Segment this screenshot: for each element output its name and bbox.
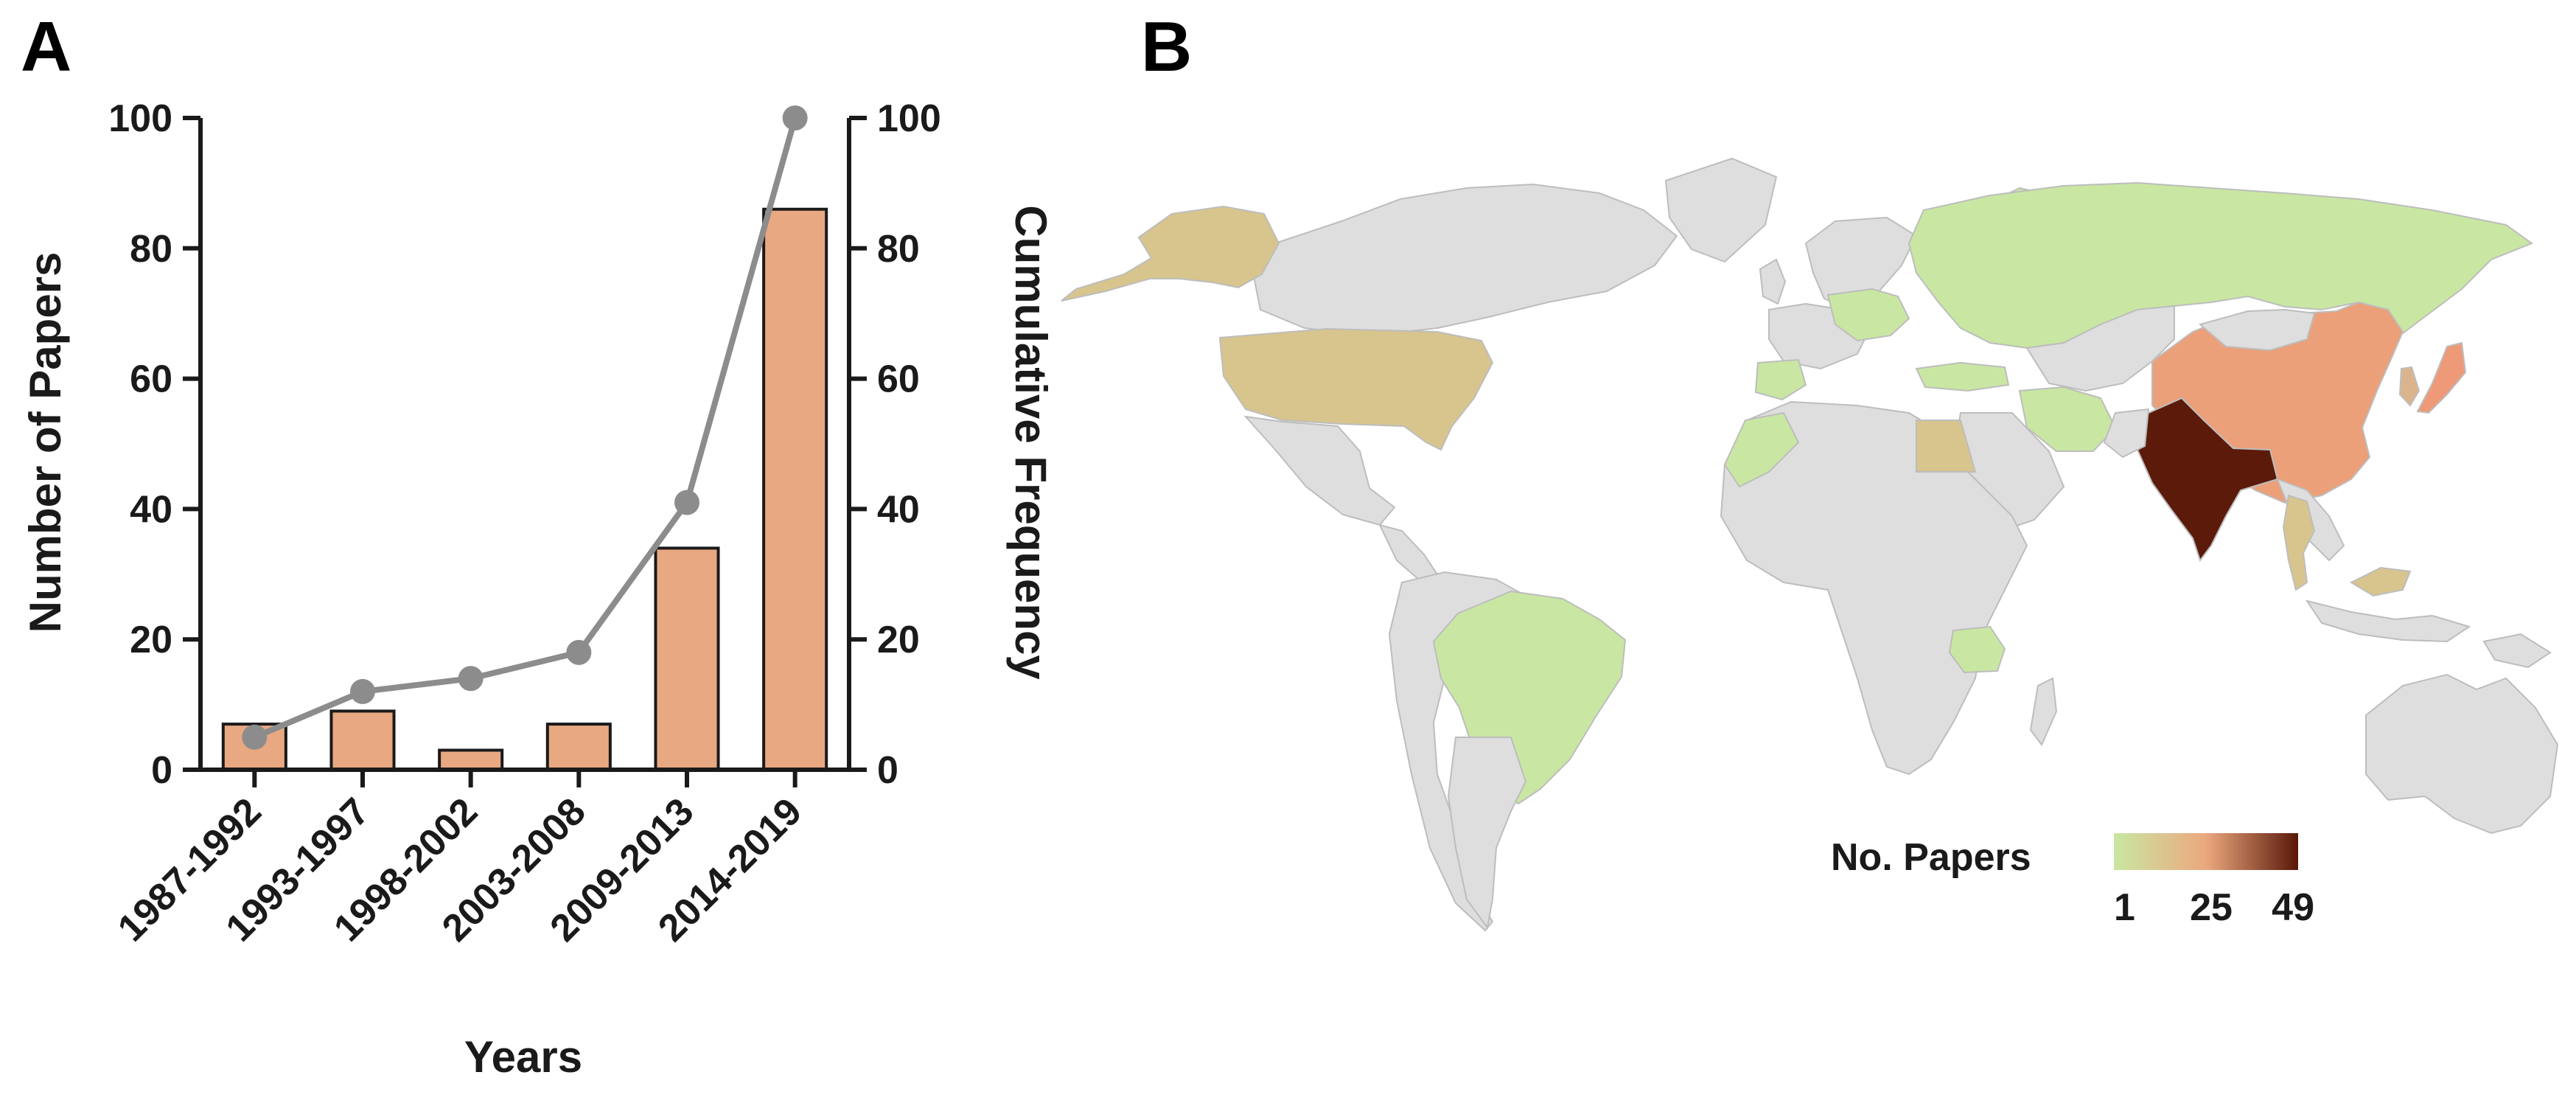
canada-region [1252,183,1678,337]
central-america-region [1378,523,1440,581]
iran-region [2018,386,2117,452]
cumulative-point-1993-1997 [350,678,375,704]
panel-a-label: A [21,7,71,86]
cumulative-line-series [242,105,808,750]
right-tick-label: 0 [877,749,898,792]
bar-1998-2002 [438,748,504,771]
greenland-region [1664,157,1778,263]
new-guinea-region [2482,633,2552,669]
cumulative-point-2003-2008 [566,639,592,665]
uk-region [1759,258,1787,305]
right-tick-label: 80 [877,228,920,271]
poland-central-europe-region [1826,288,1910,342]
color-scale-legend: No. Papers 1 25 49 [1831,833,2314,929]
cumulative-line [253,116,798,740]
bar-series [221,207,828,771]
bar-2009-2013 [654,546,720,771]
bar-1993-1997 [329,709,396,771]
chart-axes [198,118,851,772]
right-tick-label: 20 [877,619,920,661]
left-axis-ticks: 0 20 40 60 80 100 [108,97,200,792]
usa-region [1218,327,1494,451]
right-tick-label: 100 [877,97,941,140]
madagascar-region [2029,677,2058,746]
legend-title: No. Papers [1831,836,2031,879]
tanzania-region [1948,625,2006,674]
bar-2003-2008 [545,723,612,771]
argentina-region [1447,737,1527,930]
pakistan-region [2103,408,2150,459]
central-asia-region [2025,305,2175,392]
left-tick-label: 60 [130,358,172,401]
world-choropleth-map [1061,157,2559,932]
spain-region [1754,358,1807,401]
left-tick-label: 20 [130,619,172,661]
cumulative-point-1998-2002 [458,666,484,692]
left-tick-label: 80 [130,228,172,271]
egypt-region [1916,420,1977,473]
mexico-region [1243,415,1396,526]
morocco-region [1723,411,1800,488]
malaysia-region [2349,566,2412,597]
korea-region [2398,366,2420,407]
left-tick-label: 0 [151,749,172,792]
y2-axis-title: Cumulative Frequency [1006,205,1055,680]
australia-region [2365,673,2559,835]
thailand-region [2282,494,2316,591]
japan-region [2416,341,2467,414]
right-tick-label: 60 [877,358,920,401]
y-axis-title: Number of Papers [21,252,70,633]
panel-b-label: B [1141,7,1192,86]
scandinavia-region [1804,216,1918,311]
x-axis-title: Years [464,1032,582,1082]
alaska-region [1061,205,1280,302]
cumulative-point-1987-1992 [242,724,268,750]
cumulative-bar-line-chart: 0 20 40 60 80 100 0 20 40 60 80 100 1987-19921993-… [21,97,1055,1082]
left-tick-label: 40 [130,488,172,531]
legend-gradient-bar [2114,833,2298,870]
right-tick-label: 40 [877,488,920,531]
legend-tick-min: 1 [2114,886,2135,929]
right-axis-ticks: 0 20 40 60 80 100 [849,97,941,792]
left-tick-label: 100 [108,97,172,140]
legend-tick-max: 49 [2272,886,2314,929]
indonesia-region [2305,599,2471,643]
mongolia-region [2198,308,2316,352]
turkey-region [1915,361,2010,392]
cumulative-point-2014-2019 [782,105,808,131]
india-region [2136,397,2279,563]
legend-tick-mid: 25 [2190,886,2233,929]
x-axis-ticks: 1987-19921993-19971998-20022003-20082009… [110,770,810,950]
bar-2014-2019 [762,207,828,771]
cumulative-point-2009-2013 [674,490,699,515]
